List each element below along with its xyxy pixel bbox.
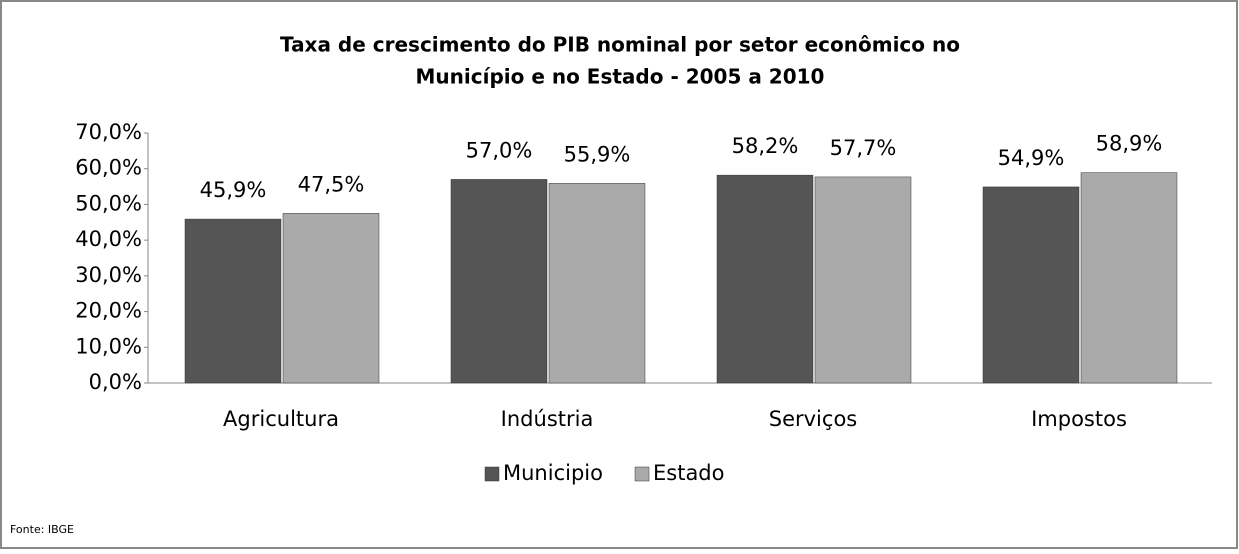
bar — [450, 179, 548, 384]
y-tick-label: 40,0% — [75, 227, 142, 251]
y-tick-label: 0,0% — [89, 370, 142, 394]
value-label: 45,9% — [200, 178, 267, 202]
value-label: 57,0% — [466, 138, 533, 162]
bar — [716, 174, 814, 384]
chart-title: Município e no Estado - 2005 a 2010 — [416, 65, 825, 89]
y-tick-label: 20,0% — [75, 299, 142, 323]
value-label: 55,9% — [564, 142, 631, 166]
value-label: 47,5% — [298, 172, 365, 196]
y-tick-label: 60,0% — [75, 156, 142, 180]
bar — [282, 213, 380, 384]
bar — [548, 183, 646, 384]
legend-swatch — [634, 466, 650, 482]
legend-label: Municipio — [503, 461, 603, 485]
value-label: 58,9% — [1096, 132, 1163, 156]
x-tick-label: Indústria — [501, 407, 594, 431]
value-label: 54,9% — [998, 146, 1065, 170]
value-label: 58,2% — [732, 134, 799, 158]
x-tick-label: Impostos — [1031, 407, 1127, 431]
legend-swatch — [484, 466, 500, 482]
y-tick-label: 30,0% — [75, 263, 142, 287]
y-tick-label: 10,0% — [75, 334, 142, 358]
bar — [982, 186, 1080, 384]
bar — [814, 176, 912, 384]
chart-title: Taxa de crescimento do PIB nominal por s… — [280, 33, 960, 57]
bar — [184, 218, 282, 384]
y-tick-label: 70,0% — [75, 120, 142, 144]
value-label: 57,7% — [830, 136, 897, 160]
legend-label: Estado — [653, 461, 725, 485]
source: Fonte: IBGE — [10, 523, 74, 536]
x-tick-label: Serviços — [769, 407, 857, 431]
x-tick-label: Agricultura — [223, 407, 339, 431]
y-tick-label: 50,0% — [75, 191, 142, 215]
bar — [1080, 172, 1178, 384]
